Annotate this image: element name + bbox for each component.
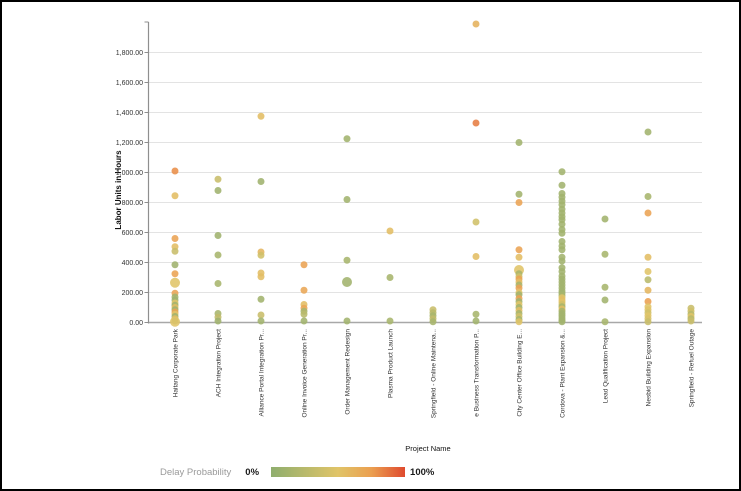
data-point[interactable] bbox=[257, 311, 265, 319]
data-point[interactable] bbox=[601, 318, 609, 326]
data-point[interactable] bbox=[558, 257, 566, 265]
data-point[interactable] bbox=[472, 218, 480, 226]
data-point[interactable] bbox=[171, 235, 179, 242]
y-tick-label: 800.00 bbox=[122, 200, 144, 207]
legend-max-label: 100% bbox=[410, 466, 435, 478]
y-tick-label: 1,200.00 bbox=[116, 140, 143, 147]
data-point[interactable] bbox=[515, 139, 523, 146]
color-legend: Delay Probability 0% 100% bbox=[160, 465, 434, 479]
data-point[interactable] bbox=[386, 274, 394, 281]
x-tick-label: Springfield - Online Maintena... bbox=[431, 329, 438, 418]
x-tick-label: Alliance Portal Integration Pr... bbox=[259, 329, 266, 417]
data-point[interactable] bbox=[343, 317, 351, 325]
data-point[interactable] bbox=[515, 318, 523, 326]
data-point[interactable] bbox=[170, 277, 180, 288]
data-point[interactable] bbox=[601, 250, 609, 258]
data-point[interactable] bbox=[644, 298, 652, 305]
data-point[interactable] bbox=[257, 112, 265, 120]
x-tick-label: Haitang Corporate Park bbox=[173, 328, 180, 397]
y-tick-label: 1,000.00 bbox=[116, 170, 143, 177]
data-point[interactable] bbox=[343, 256, 351, 264]
data-point[interactable] bbox=[170, 316, 180, 327]
data-point[interactable] bbox=[429, 318, 437, 326]
data-point[interactable] bbox=[558, 220, 566, 228]
data-point[interactable] bbox=[558, 181, 566, 189]
data-point[interactable] bbox=[472, 310, 480, 318]
data-point[interactable] bbox=[472, 20, 480, 28]
data-point[interactable] bbox=[644, 209, 652, 217]
data-point[interactable] bbox=[472, 119, 480, 127]
data-point[interactable] bbox=[558, 246, 566, 254]
data-point[interactable] bbox=[343, 196, 351, 203]
data-point[interactable] bbox=[644, 128, 652, 136]
data-point[interactable] bbox=[558, 229, 566, 237]
data-point[interactable] bbox=[472, 253, 480, 260]
x-tick-label: Order Management Redesign bbox=[345, 329, 352, 415]
x-tick-label: ACH Integration Project bbox=[216, 329, 223, 397]
data-point[interactable] bbox=[300, 286, 308, 294]
data-point[interactable] bbox=[601, 296, 609, 304]
y-tick-label: 1,600.00 bbox=[116, 80, 143, 87]
legend-min-label: 0% bbox=[245, 466, 260, 478]
x-tick-label: e Business Transformation P... bbox=[474, 329, 481, 417]
data-point[interactable] bbox=[558, 168, 566, 176]
y-tick-label: 0.00 bbox=[129, 320, 143, 327]
data-point[interactable] bbox=[515, 246, 523, 254]
data-point[interactable] bbox=[558, 318, 566, 326]
data-point[interactable] bbox=[601, 215, 609, 223]
data-point[interactable] bbox=[171, 167, 179, 175]
data-point[interactable] bbox=[300, 261, 308, 269]
data-point[interactable] bbox=[171, 192, 179, 200]
data-point[interactable] bbox=[171, 247, 179, 255]
data-point[interactable] bbox=[343, 135, 351, 143]
data-point[interactable] bbox=[342, 277, 352, 287]
data-point[interactable] bbox=[214, 251, 222, 259]
data-point[interactable] bbox=[257, 317, 265, 325]
x-tick-label: Plasma Product Launch bbox=[388, 329, 395, 398]
data-point[interactable] bbox=[386, 227, 394, 235]
x-tick-label: City Center Office Building E... bbox=[517, 329, 524, 417]
data-point[interactable] bbox=[257, 295, 265, 303]
data-point[interactable] bbox=[214, 280, 222, 287]
x-tick-label: Online Invoice Generation Pr... bbox=[302, 329, 309, 418]
data-point[interactable] bbox=[472, 317, 480, 325]
data-point[interactable] bbox=[214, 232, 222, 239]
x-tick-label: Nesbid Building Expansion bbox=[646, 329, 653, 407]
legend-title: Delay Probability bbox=[160, 466, 232, 478]
y-tick-label: 600.00 bbox=[122, 230, 144, 237]
x-tick-label: Cordova - Plant Expansion &... bbox=[560, 329, 567, 418]
x-tick-label: Lead Qualification Project bbox=[603, 329, 610, 403]
data-point[interactable] bbox=[644, 268, 652, 275]
data-point[interactable] bbox=[515, 190, 523, 198]
data-point[interactable] bbox=[214, 187, 222, 194]
data-point[interactable] bbox=[257, 273, 265, 281]
data-point[interactable] bbox=[644, 318, 652, 326]
data-point[interactable] bbox=[171, 270, 179, 278]
data-point[interactable] bbox=[214, 317, 222, 325]
data-point[interactable] bbox=[515, 199, 523, 206]
y-tick-label: 200.00 bbox=[122, 290, 144, 297]
data-point[interactable] bbox=[644, 193, 652, 200]
data-point[interactable] bbox=[515, 253, 523, 261]
data-point[interactable] bbox=[644, 286, 652, 294]
legend-gradient-bar bbox=[271, 467, 406, 477]
data-point[interactable] bbox=[257, 251, 265, 259]
y-tick-label: 1,400.00 bbox=[116, 110, 143, 117]
data-point[interactable] bbox=[644, 276, 652, 284]
y-tick-label: 400.00 bbox=[122, 260, 144, 267]
data-point[interactable] bbox=[300, 310, 308, 318]
data-point[interactable] bbox=[601, 283, 609, 291]
data-point[interactable] bbox=[687, 317, 695, 325]
data-point[interactable] bbox=[214, 175, 222, 183]
data-point[interactable] bbox=[386, 317, 394, 325]
x-tick-label: Springfield - Refuel Outage bbox=[689, 329, 696, 408]
y-tick-label: 1,800.00 bbox=[116, 50, 143, 57]
scatter-plot-canvas: 0.00 200.00 400.00 600.00 800.00 1,000.00 1,20… bbox=[116, 20, 702, 418]
data-point[interactable] bbox=[257, 178, 265, 185]
data-point[interactable] bbox=[644, 253, 652, 261]
data-point[interactable] bbox=[171, 261, 179, 269]
x-axis-title: Project Name bbox=[405, 444, 451, 453]
data-point[interactable] bbox=[300, 317, 308, 325]
